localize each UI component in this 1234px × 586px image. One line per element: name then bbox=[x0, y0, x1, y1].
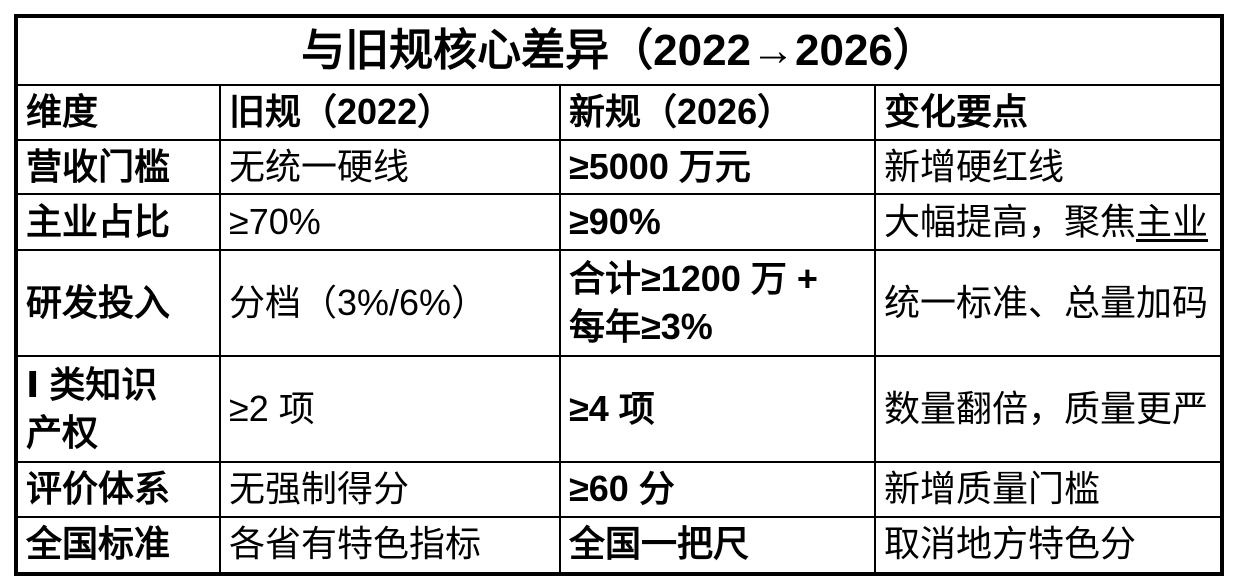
cell-text: 评价体系 bbox=[26, 468, 171, 510]
cell-text: 全国一把尺 bbox=[569, 523, 750, 565]
header-row: 维度 旧规（2022） 新规（2026） 变化要点 bbox=[15, 84, 1224, 141]
cell-change: 数量翻倍，质量更严 bbox=[873, 355, 1224, 464]
cell-text: 无强制得分 bbox=[229, 468, 410, 510]
cell-text: 分档（3%/6%） bbox=[229, 281, 488, 323]
table-row-evaluation-system: 评价体系 无强制得分 ≥60 分 新增质量门槛 bbox=[15, 461, 1224, 518]
cell-text: 新增硬红线 bbox=[884, 145, 1065, 187]
cell-dimension: 营收门槛 bbox=[15, 138, 221, 196]
cell-new-rule: 合计≥1200 万 + 每年≥3% bbox=[559, 249, 876, 358]
cell-text-line2: 产权 bbox=[26, 412, 99, 454]
cell-old-rule: 分档（3%/6%） bbox=[219, 249, 561, 358]
cell-text-line2: 每年≥3% bbox=[569, 306, 713, 348]
cell-text: 取消地方特色分 bbox=[884, 523, 1137, 565]
comparison-table: 与旧规核心差异（2022→2026） 维度 旧规（2022） 新规（2026） … bbox=[14, 14, 1225, 576]
cell-old-rule: 各省有特色指标 bbox=[219, 515, 561, 575]
cell-text: 主业占比 bbox=[26, 200, 171, 242]
cell-new-rule: ≥90% bbox=[559, 193, 876, 252]
cell-text: 大幅提高，聚焦 bbox=[884, 200, 1137, 242]
cell-text: 新增质量门槛 bbox=[884, 468, 1101, 510]
cell-text: 营收门槛 bbox=[26, 145, 171, 187]
cell-dimension: 研发投入 bbox=[15, 249, 221, 358]
table-row-core-business-ratio: 主业占比 ≥70% ≥90% 大幅提高，聚焦主业 bbox=[15, 193, 1224, 252]
cell-text: 各省有特色指标 bbox=[229, 523, 482, 565]
cell-text: ≥60 分 bbox=[569, 468, 675, 510]
table-row-rd-investment: 研发投入 分档（3%/6%） 合计≥1200 万 + 每年≥3% 统一标准、总量… bbox=[15, 249, 1224, 358]
cell-change: 大幅提高，聚焦主业 bbox=[873, 193, 1224, 252]
cell-change: 取消地方特色分 bbox=[873, 515, 1224, 575]
cell-dimension: 主业占比 bbox=[15, 193, 221, 252]
cell-text: 无统一硬线 bbox=[229, 145, 410, 187]
table-title-text: 与旧规核心差异（2022→2026） bbox=[301, 26, 937, 76]
cell-text-line1: 合计≥1200 万 + bbox=[569, 257, 818, 299]
cell-text: ≥5000 万元 bbox=[569, 145, 751, 187]
cell-change: 新增质量门槛 bbox=[873, 461, 1224, 518]
header-change: 变化要点 bbox=[873, 84, 1224, 141]
cell-dimension: Ⅰ 类知识 产权 bbox=[15, 355, 221, 464]
header-dimension-text: 维度 bbox=[26, 91, 99, 132]
cell-text: 研发投入 bbox=[26, 281, 171, 323]
cell-text: 数量翻倍，质量更严 bbox=[884, 387, 1209, 429]
cell-text: ≥2 项 bbox=[229, 387, 315, 429]
cell-old-rule: 无统一硬线 bbox=[219, 138, 561, 196]
header-dimension: 维度 bbox=[15, 84, 221, 141]
cell-text-line1: Ⅰ 类知识 bbox=[26, 363, 158, 405]
table-row-national-standard: 全国标准 各省有特色指标 全国一把尺 取消地方特色分 bbox=[15, 515, 1224, 575]
cell-text: 统一标准、总量加码 bbox=[884, 281, 1209, 323]
table-row-class1-ip: Ⅰ 类知识 产权 ≥2 项 ≥4 项 数量翻倍，质量更严 bbox=[15, 355, 1224, 464]
cell-new-rule: ≥5000 万元 bbox=[559, 138, 876, 196]
cell-old-rule: ≥70% bbox=[219, 193, 561, 252]
cell-dimension: 全国标准 bbox=[15, 515, 221, 575]
cell-text: ≥70% bbox=[229, 200, 321, 242]
cell-change: 新增硬红线 bbox=[873, 138, 1224, 196]
cell-new-rule: ≥4 项 bbox=[559, 355, 876, 464]
cell-text-underlined: 主业 bbox=[1136, 200, 1209, 242]
cell-text: 全国标准 bbox=[26, 523, 171, 565]
cell-old-rule: ≥2 项 bbox=[219, 355, 561, 464]
header-new-rule-text: 新规（2026） bbox=[569, 91, 794, 132]
cell-new-rule: 全国一把尺 bbox=[559, 515, 876, 575]
table-row-revenue-threshold: 营收门槛 无统一硬线 ≥5000 万元 新增硬红线 bbox=[15, 138, 1224, 196]
cell-change: 统一标准、总量加码 bbox=[873, 249, 1224, 358]
cell-text: ≥4 项 bbox=[569, 387, 655, 429]
table-title: 与旧规核心差异（2022→2026） bbox=[14, 15, 1224, 86]
cell-dimension: 评价体系 bbox=[15, 461, 221, 518]
header-change-text: 变化要点 bbox=[884, 91, 1029, 132]
header-old-rule: 旧规（2022） bbox=[219, 84, 561, 141]
cell-old-rule: 无强制得分 bbox=[219, 461, 561, 518]
title-row: 与旧规核心差异（2022→2026） bbox=[14, 15, 1224, 86]
cell-text: ≥90% bbox=[569, 200, 661, 242]
header-old-rule-text: 旧规（2022） bbox=[229, 91, 454, 132]
cell-new-rule: ≥60 分 bbox=[559, 461, 876, 518]
header-new-rule: 新规（2026） bbox=[559, 84, 876, 141]
